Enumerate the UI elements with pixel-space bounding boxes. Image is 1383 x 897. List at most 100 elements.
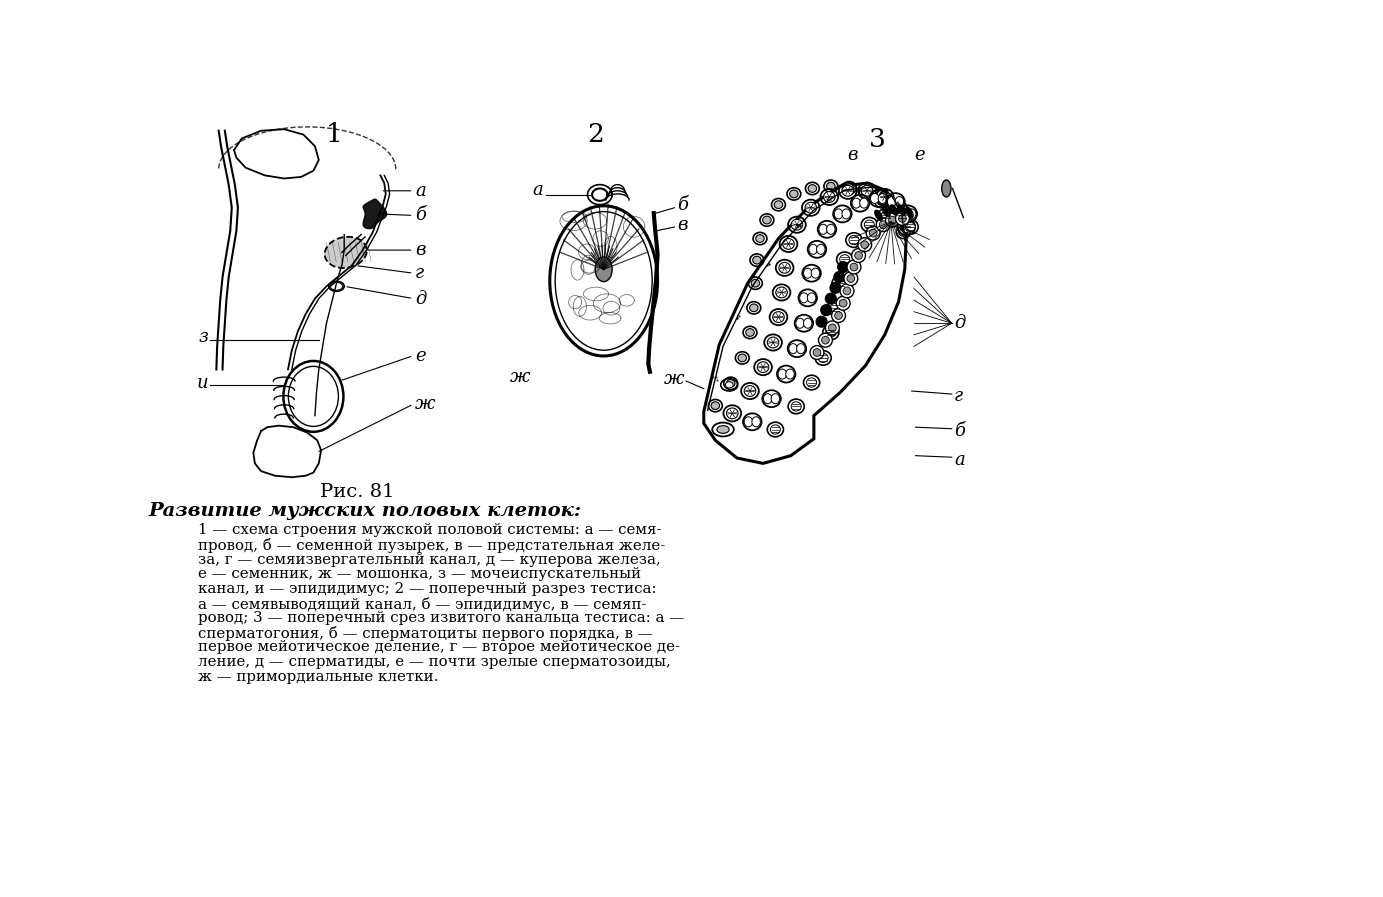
Ellipse shape (758, 361, 769, 372)
Circle shape (896, 212, 910, 225)
Circle shape (834, 272, 845, 283)
Ellipse shape (906, 207, 913, 218)
Text: ж: ж (664, 370, 685, 388)
Ellipse shape (882, 206, 891, 217)
Ellipse shape (889, 212, 898, 219)
Ellipse shape (898, 205, 906, 215)
Text: провод, б — семенной пузырек, в — предстательная желе-: провод, б — семенной пузырек, в — предст… (198, 538, 665, 553)
Ellipse shape (726, 379, 734, 388)
Ellipse shape (783, 239, 794, 249)
Circle shape (846, 260, 860, 274)
Text: ление, д — сперматиды, е — почти зрелые сперматозоиды,: ление, д — сперматиды, е — почти зрелые … (198, 655, 671, 669)
Ellipse shape (774, 201, 783, 208)
Text: а: а (532, 181, 544, 199)
Ellipse shape (900, 222, 911, 232)
Ellipse shape (739, 354, 747, 361)
Text: Рис. 81: Рис. 81 (319, 483, 394, 501)
Ellipse shape (881, 211, 891, 220)
Circle shape (822, 305, 831, 316)
Ellipse shape (744, 417, 752, 427)
Ellipse shape (762, 216, 772, 224)
Ellipse shape (830, 303, 841, 312)
Circle shape (813, 349, 822, 356)
Ellipse shape (870, 194, 880, 204)
Text: за, г — семяизвергательный канал, д — куперова железа,: за, г — семяизвергательный канал, д — ку… (198, 553, 661, 567)
Ellipse shape (895, 196, 903, 206)
Ellipse shape (755, 235, 765, 242)
Ellipse shape (809, 244, 817, 255)
Circle shape (860, 241, 869, 248)
Ellipse shape (716, 426, 729, 433)
Circle shape (837, 296, 851, 310)
Text: в: в (848, 146, 857, 164)
Ellipse shape (776, 287, 787, 298)
Ellipse shape (845, 184, 853, 192)
Text: д: д (954, 314, 965, 332)
Ellipse shape (804, 268, 812, 278)
Text: ж: ж (415, 395, 436, 414)
Text: г: г (415, 265, 425, 283)
Ellipse shape (880, 192, 891, 203)
Circle shape (828, 324, 837, 332)
Circle shape (819, 334, 833, 347)
Circle shape (826, 321, 839, 335)
Ellipse shape (878, 194, 887, 204)
Ellipse shape (816, 244, 826, 255)
Ellipse shape (744, 386, 755, 396)
Text: 1 — схема строения мужской половой системы: а — семя-: 1 — схема строения мужской половой систе… (198, 524, 661, 537)
Ellipse shape (899, 229, 907, 236)
Ellipse shape (842, 186, 853, 196)
Ellipse shape (804, 318, 812, 328)
Ellipse shape (768, 337, 779, 348)
Ellipse shape (875, 210, 882, 221)
Circle shape (838, 262, 849, 273)
Ellipse shape (860, 198, 869, 208)
Ellipse shape (835, 279, 845, 288)
Ellipse shape (826, 328, 835, 337)
Ellipse shape (773, 311, 784, 322)
Ellipse shape (849, 235, 859, 245)
Ellipse shape (711, 402, 719, 409)
Ellipse shape (752, 417, 761, 427)
Text: г: г (954, 388, 963, 405)
Ellipse shape (788, 344, 798, 353)
Ellipse shape (799, 292, 808, 303)
Text: е — семенник, ж — мошонка, з — мочеиспускательный: е — семенник, ж — мошонка, з — мочеиспус… (198, 567, 640, 581)
Ellipse shape (329, 282, 344, 292)
Ellipse shape (823, 192, 835, 203)
Ellipse shape (595, 257, 613, 282)
Circle shape (844, 272, 857, 285)
Ellipse shape (786, 369, 794, 379)
Ellipse shape (877, 197, 887, 205)
Text: канал, и — эпидидимус; 2 — поперечный разрез тестиса:: канал, и — эпидидимус; 2 — поперечный ра… (198, 582, 657, 596)
Text: б: б (415, 206, 426, 224)
Ellipse shape (763, 394, 772, 404)
Text: б: б (676, 196, 687, 214)
Text: ж: ж (510, 368, 531, 386)
Ellipse shape (726, 408, 739, 419)
Text: 2: 2 (588, 121, 604, 146)
Text: первое мейотическое деление, г — второе мейотическое де-: первое мейотическое деление, г — второе … (198, 640, 680, 655)
Polygon shape (704, 183, 906, 464)
Circle shape (835, 311, 842, 319)
Ellipse shape (888, 196, 896, 206)
Ellipse shape (779, 369, 787, 379)
Circle shape (826, 293, 837, 304)
Ellipse shape (904, 222, 916, 231)
Circle shape (846, 274, 855, 283)
Ellipse shape (808, 185, 816, 192)
Ellipse shape (907, 209, 916, 219)
Ellipse shape (893, 204, 904, 214)
Ellipse shape (791, 402, 801, 411)
Text: в: в (415, 241, 426, 259)
Text: ровод; 3 — поперечный срез извитого канальца тестиса: а —: ровод; 3 — поперечный срез извитого кана… (198, 611, 685, 625)
Ellipse shape (819, 353, 828, 362)
Circle shape (870, 230, 877, 237)
Circle shape (839, 284, 853, 298)
Circle shape (831, 309, 845, 322)
Ellipse shape (772, 394, 780, 404)
Circle shape (866, 226, 880, 240)
Circle shape (852, 248, 866, 263)
Text: а — семявыводящий канал, б — эпидидимус, в — семяп-: а — семявыводящий канал, б — эпидидимус,… (198, 597, 646, 612)
Ellipse shape (819, 224, 827, 234)
